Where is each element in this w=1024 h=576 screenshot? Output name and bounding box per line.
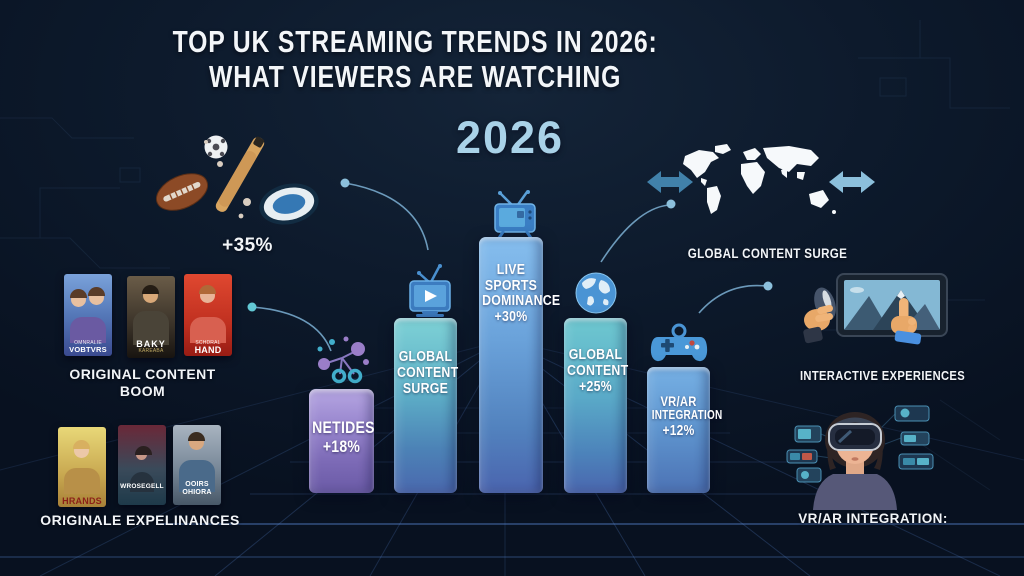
interactive-experiences-illustration [803, 273, 948, 345]
tv-play-icon [409, 264, 451, 317]
poster-title: OOIRS OHIORA [182, 481, 212, 496]
poster-original-2: BAKY KAREABA [127, 276, 175, 358]
original-content-label: ORIGINAL CONTENT BOOM [69, 366, 216, 399]
poster-original-3: SCHDRAL HAND [184, 274, 232, 356]
poster-experience-1: HRANDS [58, 427, 106, 507]
live-sports-icons [155, 135, 319, 225]
title-line-1: TOP UK STREAMING TRENDS IN 2026: [172, 24, 658, 59]
year-label: 2026 [455, 112, 565, 163]
globe-icon [575, 272, 617, 314]
page-title: TOP UK STREAMING TRENDS IN 2026: WHAT VI… [0, 24, 830, 94]
poster-original-1: OMNRALIE VOBTVRS [64, 274, 112, 356]
vr-remote-hand-icon [803, 287, 836, 344]
bar-global-content-surge [394, 318, 457, 493]
poster-subtitle: KAREABA [138, 348, 164, 354]
interactive-experiences-label: INTERACTIVE EXPERIENCES [799, 368, 966, 383]
bar-label-netides: NETIDES +18% [312, 419, 375, 456]
map-label: GLOBAL CONTENT SURGE [687, 246, 848, 261]
bar-live-sports-dominance [479, 237, 543, 493]
poster-title: HRANDS [62, 496, 102, 506]
poster-subtitle: SCHDRAL [195, 340, 221, 346]
bar-global-content [564, 318, 627, 493]
sports-growth-label: +35% [222, 235, 273, 256]
cricket-bat-icon [215, 136, 265, 212]
poster-subtitle: OMNRALIE [74, 340, 102, 346]
bar-label-global-content-surge: GLOBAL CONTENT SURGE [397, 349, 459, 397]
bar-label-live-sports: LIVE SPORTS DOMINANCE +30% [482, 262, 561, 325]
original-experiences-label: ORIGINALE EXPELINANCES [40, 512, 240, 528]
bar-label-vr-ar: VR/AR INTEGRATION +12% [651, 393, 723, 439]
world-map [647, 144, 875, 214]
poster-title: HAND [194, 345, 222, 355]
poster-experience-2: WROSEGELL [118, 425, 166, 505]
rugby-ball-icon [155, 173, 209, 211]
vr-headset-person-icon [813, 412, 897, 510]
blue-disc-icon [259, 183, 319, 225]
poster-experience-3: OOIRS OHIORA [173, 425, 221, 505]
poster-title: BAKY [136, 339, 166, 349]
vr-person-illustration [786, 405, 934, 510]
bar-label-global-content: GLOBAL CONTENT +25% [567, 347, 629, 395]
game-controller-icon [650, 323, 708, 362]
title-line-2: WHAT VIEWERS ARE WATCHING [208, 59, 622, 94]
vr-integration-label: VR/AR INTEGRATION: [798, 511, 948, 526]
poster-title: WROSEGELL [120, 483, 164, 490]
pointing-hand-icon [891, 298, 922, 345]
molecule-icon [317, 336, 369, 384]
left-arrows-icon [647, 171, 693, 193]
right-arrows-icon [829, 171, 875, 193]
floating-panels-icon [786, 405, 934, 483]
bar-vr-ar-integration [647, 367, 710, 493]
poster-title: VOBTVRS [69, 345, 107, 354]
bar-netides [309, 389, 374, 493]
retro-tv-icon [494, 190, 536, 240]
